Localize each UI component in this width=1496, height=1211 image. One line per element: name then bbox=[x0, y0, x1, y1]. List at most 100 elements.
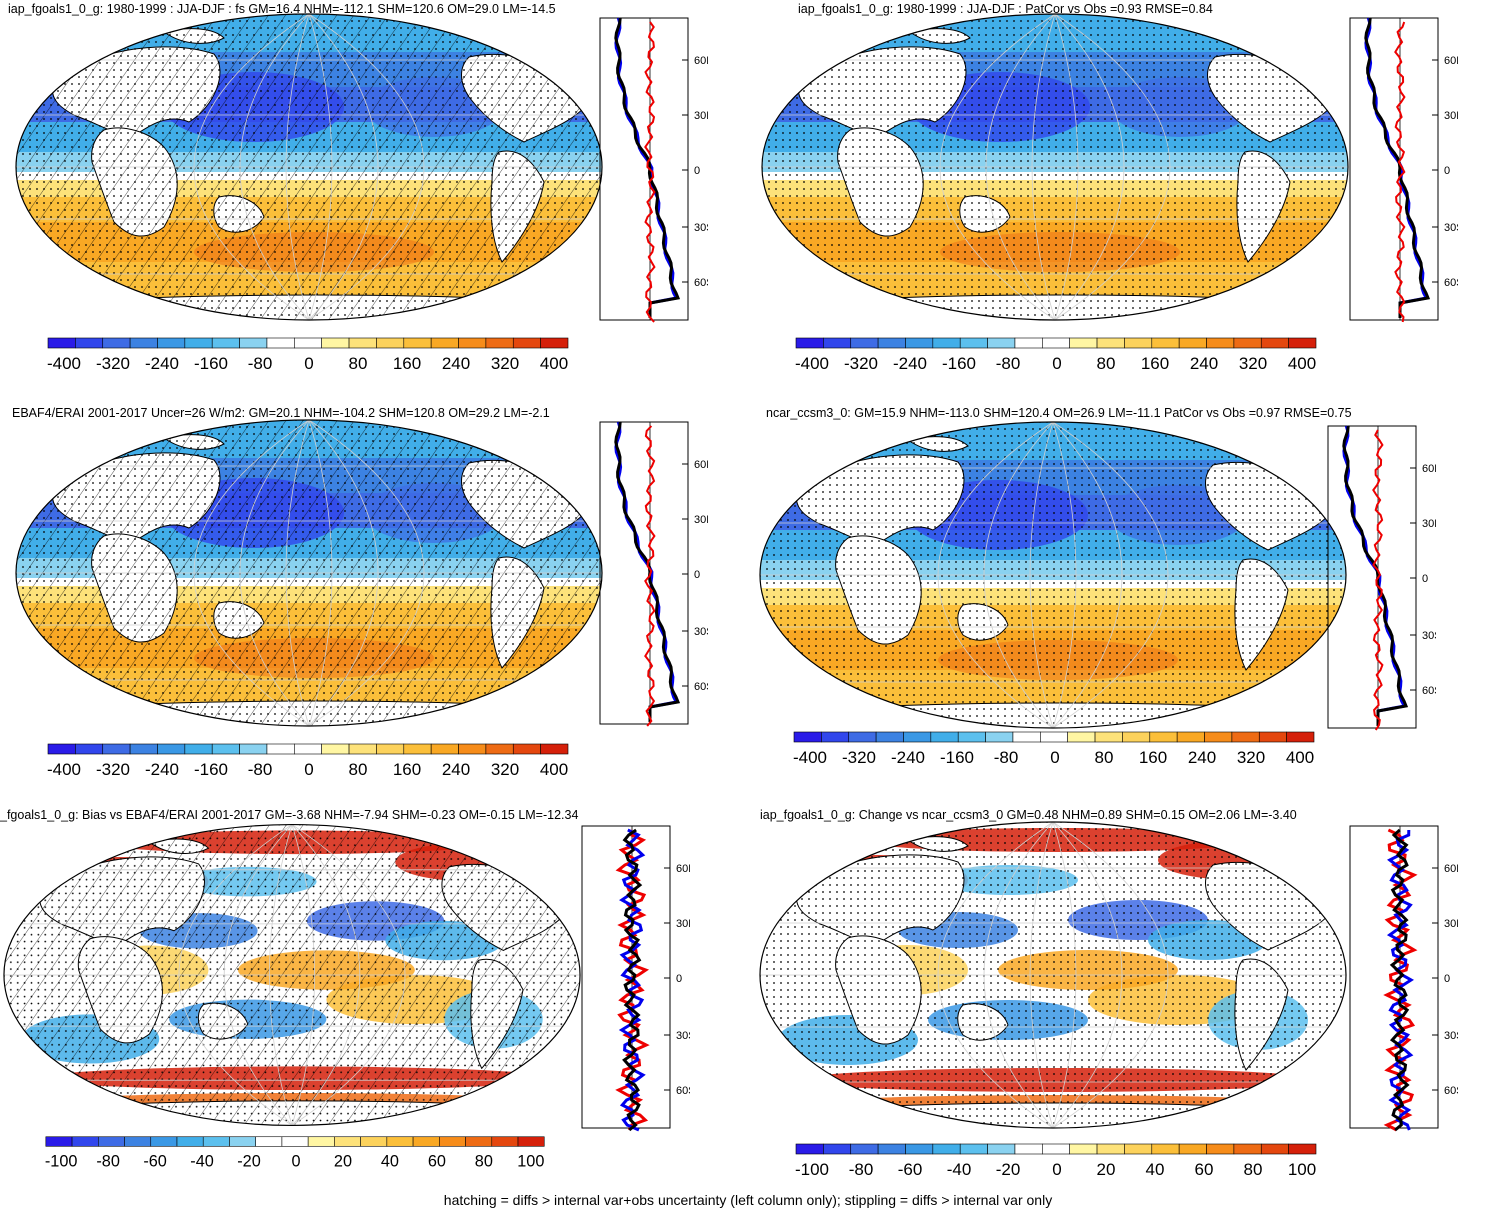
colorbar-swatch bbox=[360, 1136, 388, 1147]
longitude-gridline bbox=[1052, 822, 1169, 1128]
colorbar-swatch bbox=[439, 1136, 466, 1147]
colorbar-swatch bbox=[458, 337, 487, 349]
lat-label: 30S bbox=[694, 626, 708, 638]
colorbar-label: 0 bbox=[304, 354, 313, 373]
lat-label: 60S bbox=[676, 1085, 690, 1097]
colorbar-swatch bbox=[823, 337, 852, 349]
colorbar-label: -100 bbox=[795, 1160, 829, 1179]
colorbar-label: -240 bbox=[145, 760, 179, 779]
lat-label: 0 bbox=[1422, 573, 1428, 585]
colorbar-swatch bbox=[255, 1136, 283, 1147]
colorbar-swatch bbox=[157, 337, 186, 349]
colorbar-label: 240 bbox=[442, 760, 470, 779]
panel-title: iap_fgoals1_0_g: 1980-1999 : JJA-DJF : f… bbox=[8, 2, 556, 16]
lat-label: 60S bbox=[1444, 1085, 1458, 1097]
colorbar-swatch bbox=[1069, 337, 1098, 349]
colorbar-swatch bbox=[1067, 731, 1096, 743]
colorbar-swatch bbox=[959, 1143, 988, 1155]
zonal-frame bbox=[1327, 425, 1417, 729]
zonal-mean-plot: 60N30N030S60S-4000400W m-2 bbox=[1327, 422, 1436, 731]
colorbar-swatch bbox=[294, 743, 322, 755]
panel-p2: iap_fgoals1_0_g: 1980-1999 : JJA-DJF : P… bbox=[748, 0, 1496, 403]
panel-title: EBAF4/ERAI 2001-2017 Uncer=26 W/m2: GM=2… bbox=[12, 406, 550, 420]
longitude-gridline bbox=[983, 422, 1054, 728]
colorbar-swatch bbox=[102, 743, 131, 755]
lat-label: 30S bbox=[1444, 1030, 1458, 1042]
longitude-gridline bbox=[291, 824, 406, 1126]
colorbar-swatch bbox=[1014, 337, 1043, 349]
lat-label: 60N bbox=[676, 863, 690, 875]
colorbar-swatch bbox=[47, 337, 76, 349]
longitude-gridline bbox=[193, 420, 310, 726]
colorbar-label: -80 bbox=[849, 1160, 874, 1179]
colorbar-swatch bbox=[930, 731, 959, 743]
colorbar-swatch bbox=[71, 1136, 99, 1147]
colorbar-swatch bbox=[202, 1136, 230, 1147]
lat-label: 60S bbox=[1422, 685, 1436, 697]
colorbar-swatch bbox=[1178, 1143, 1207, 1155]
map-border bbox=[15, 419, 603, 727]
world-map bbox=[3, 824, 581, 1126]
colorbar-swatch bbox=[848, 731, 877, 743]
colorbar-swatch bbox=[795, 1143, 824, 1155]
lat-label: 30N bbox=[676, 918, 690, 930]
map-field bbox=[762, 14, 1348, 320]
colorbar-swatch bbox=[266, 743, 295, 755]
obs-zonal-line bbox=[1342, 425, 1407, 726]
longitude-gridline bbox=[268, 824, 293, 1126]
colorbar-swatch bbox=[987, 1143, 1016, 1155]
colorbar-swatch bbox=[1069, 1143, 1098, 1155]
colorbar-swatch bbox=[1260, 1143, 1289, 1155]
lat-label: 0 bbox=[676, 973, 682, 985]
colorbar-swatch bbox=[932, 1143, 961, 1155]
colorbar-label: -160 bbox=[942, 354, 976, 373]
map-border bbox=[15, 13, 603, 321]
lat-label: 30S bbox=[1444, 222, 1458, 234]
colorbar-swatch bbox=[877, 1143, 906, 1155]
colorbar-swatch bbox=[239, 743, 268, 755]
longitude-gridline bbox=[1052, 422, 1169, 728]
colorbar-swatch bbox=[1206, 337, 1235, 349]
colorbar-swatch bbox=[157, 743, 186, 755]
colorbar-swatch bbox=[412, 1136, 440, 1147]
longitude-gridline bbox=[193, 14, 310, 320]
units-label: W m-2 bbox=[1395, 822, 1422, 824]
colorbar-swatch bbox=[281, 1136, 309, 1147]
colorbar-label: 80 bbox=[475, 1152, 493, 1170]
colorbar-label: -320 bbox=[842, 748, 876, 767]
colorbar-label: 80 bbox=[1244, 1160, 1263, 1179]
lat-label: 30N bbox=[1444, 110, 1458, 122]
lat-label: 60N bbox=[694, 459, 708, 471]
colorbar-label: -40 bbox=[190, 1152, 214, 1170]
colorbar-swatch bbox=[903, 731, 932, 743]
colorbar-label: 320 bbox=[1239, 354, 1267, 373]
longitude-gridline bbox=[983, 822, 1054, 1128]
colorbar-label: -80 bbox=[96, 1152, 120, 1170]
panel-title: ncar_ccsm3_0: GM=15.9 NHM=-113.0 SHM=120… bbox=[766, 406, 1352, 420]
colorbar-swatch bbox=[184, 743, 213, 755]
colorbar-swatch bbox=[987, 337, 1016, 349]
zonal-mean-plot: 60N30N030S60S-4000400W m-2 bbox=[599, 418, 708, 727]
colorbar-swatch bbox=[1124, 337, 1153, 349]
model-zonal-line bbox=[614, 17, 681, 318]
colorbar-label: -60 bbox=[143, 1152, 167, 1170]
longitude-gridline bbox=[308, 420, 333, 726]
colorbar-swatch bbox=[905, 1143, 934, 1155]
colorbar-swatch bbox=[75, 743, 104, 755]
longitude-gridline bbox=[1052, 822, 1077, 1128]
colorbar-label: 0 bbox=[304, 760, 313, 779]
colorbar-swatch bbox=[45, 1136, 73, 1147]
colorbar-swatch bbox=[307, 1136, 335, 1147]
longitude-gridline bbox=[1052, 822, 1123, 1128]
colorbar-label: 400 bbox=[1286, 748, 1314, 767]
longitude-gridline bbox=[285, 14, 310, 320]
colorbar-swatch bbox=[239, 337, 268, 349]
colorbar-swatch bbox=[1014, 1143, 1043, 1155]
colorbar-swatch bbox=[75, 337, 104, 349]
colorbar-swatch bbox=[465, 1136, 493, 1147]
diff-zonal-line bbox=[644, 21, 656, 323]
zonal-frame bbox=[599, 421, 689, 725]
colorbar: -400 -320 -240 -160 -80 0 80 160 240 320 400 bbox=[47, 337, 569, 373]
zonal-frame bbox=[581, 825, 671, 1129]
colorbar-swatch bbox=[850, 1143, 879, 1155]
